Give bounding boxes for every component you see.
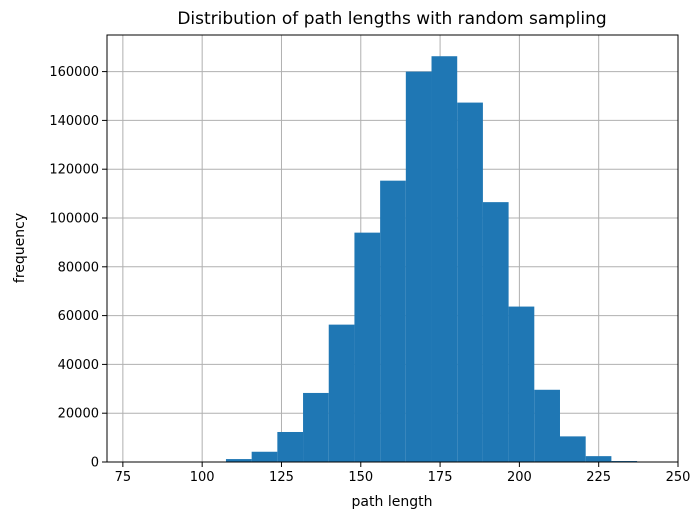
x-tick-label: 150	[348, 470, 373, 485]
x-tick-label: 225	[586, 470, 611, 485]
histogram-bar	[380, 180, 406, 462]
y-axis-ticks: 0 20000 40000 60000 80000 100000 120000 140000 1…	[49, 65, 107, 471]
histogram-bar	[559, 436, 586, 462]
histogram-bar	[508, 306, 535, 462]
histogram-bar	[431, 56, 458, 463]
x-tick-label: 75	[115, 470, 132, 485]
histogram-bar	[354, 232, 381, 462]
histogram-bar	[405, 71, 432, 462]
histogram-bar	[482, 202, 509, 462]
x-axis-ticks: 75 100 125 150 175 200 225 250	[115, 462, 691, 485]
histogram-bar	[585, 456, 612, 462]
histogram-bar	[303, 392, 329, 462]
y-tick-label: 100000	[49, 212, 99, 227]
histogram-bar	[457, 102, 483, 462]
y-tick-label: 80000	[58, 260, 99, 275]
histogram-bar	[251, 451, 278, 462]
x-axis-label: path length	[352, 494, 433, 510]
y-tick-label: 160000	[49, 65, 99, 80]
x-tick-label: 200	[507, 470, 532, 485]
y-tick-label: 140000	[49, 114, 99, 129]
histogram-bar	[225, 459, 252, 462]
histogram-bar	[534, 389, 560, 462]
histogram-bar	[328, 324, 355, 462]
y-axis-label: frequency	[12, 213, 28, 283]
y-tick-label: 40000	[58, 358, 99, 373]
x-tick-label: 125	[269, 470, 294, 485]
y-tick-label: 0	[91, 456, 99, 471]
y-tick-label: 20000	[58, 407, 99, 422]
x-tick-label: 175	[428, 470, 453, 485]
chart-title: Distribution of path lengths with random…	[177, 9, 606, 29]
histogram-bar	[277, 431, 304, 462]
y-tick-label: 60000	[58, 309, 99, 324]
plot-frame	[106, 34, 679, 463]
x-tick-label: 100	[190, 470, 215, 485]
histogram-bars	[225, 56, 638, 463]
y-tick-label: 120000	[49, 163, 99, 178]
x-tick-label: 250	[666, 470, 691, 485]
